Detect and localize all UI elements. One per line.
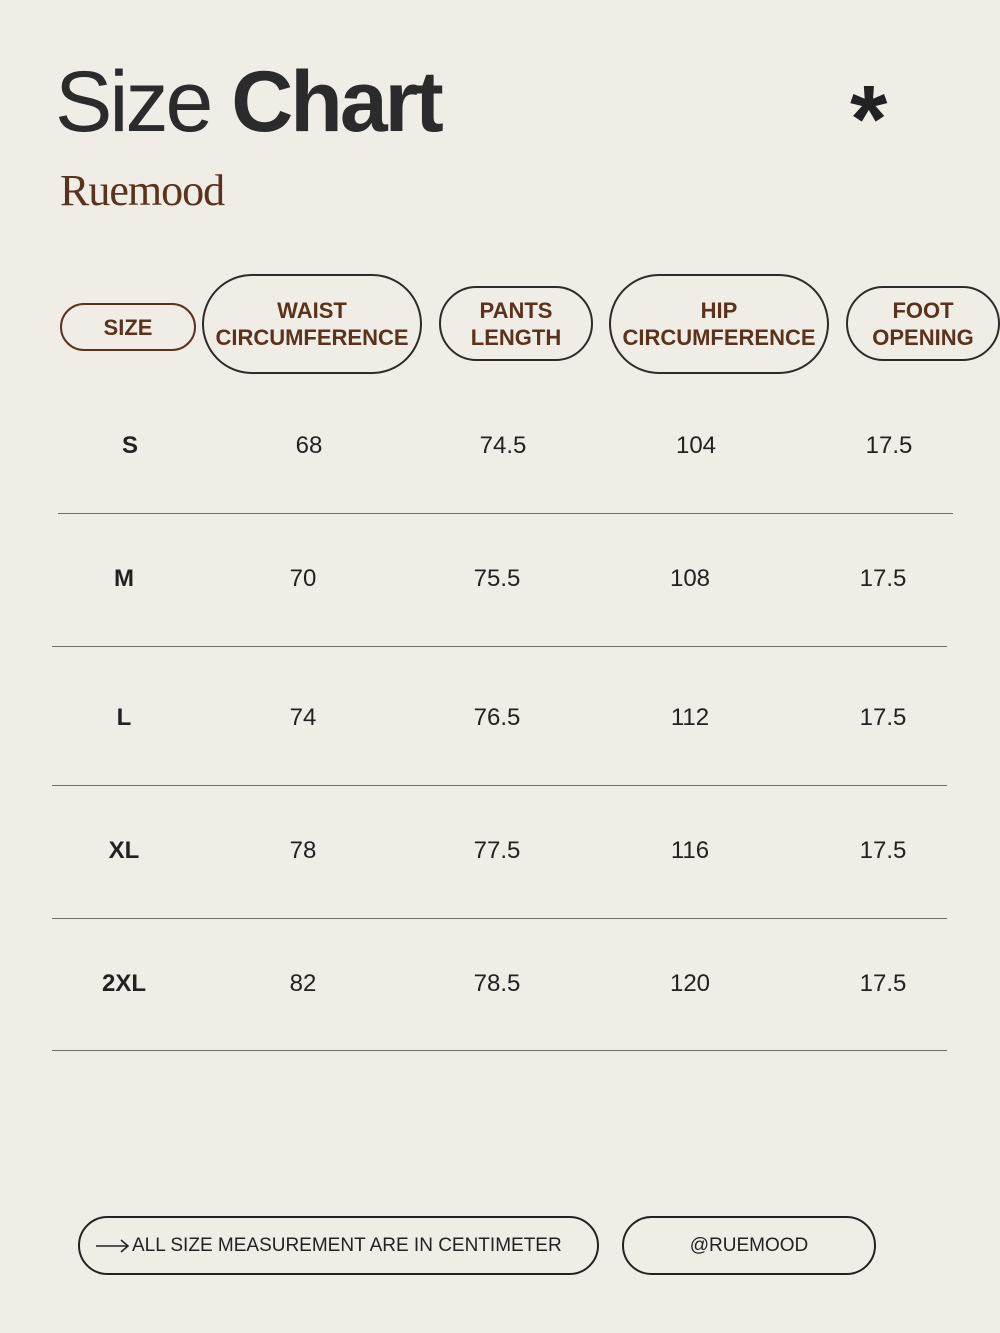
table-cell: 17.5 (859, 970, 907, 997)
table-cell: 17.5 (865, 432, 913, 459)
table-cell: 75.5 (473, 565, 521, 592)
row-divider (58, 513, 953, 514)
table-cell: 17.5 (859, 837, 907, 864)
table-cell: 108 (669, 565, 711, 592)
size-label: 2XL (101, 970, 147, 997)
column-header-label: FOOT OPENING (872, 297, 974, 350)
table-cell: 68 (295, 432, 323, 459)
column-header-waist: WAIST CIRCUMFERENCE (202, 274, 422, 374)
table-cell: 120 (669, 970, 711, 997)
size-label: XL (108, 837, 140, 864)
column-header-foot-opening: FOOT OPENING (846, 286, 1000, 361)
row-divider (52, 646, 947, 647)
table-cell: 112 (670, 704, 710, 731)
size-label: M (114, 565, 134, 592)
table-cell: 82 (289, 970, 317, 997)
table-cell: 74 (289, 704, 317, 731)
column-header-size: SIZE (60, 303, 196, 351)
page-title: Size Chart (55, 54, 444, 150)
table-cell: 17.5 (859, 704, 907, 731)
measurement-note-text: ALL SIZE MEASUREMENT ARE IN CENTIMETER (132, 1234, 562, 1256)
table-cell: 77.5 (473, 837, 521, 864)
column-header-hip: HIP CIRCUMFERENCE (609, 274, 829, 374)
table-cell: 76.5 (473, 704, 521, 731)
column-header-label: HIP CIRCUMFERENCE (622, 298, 816, 350)
table-cell: 104 (675, 432, 717, 459)
brand-name: Ruemood (60, 166, 225, 215)
size-label: L (116, 704, 132, 731)
column-header-label: PANTS LENGTH (470, 297, 562, 350)
measurement-note: ALL SIZE MEASUREMENT ARE IN CENTIMETER (78, 1216, 599, 1275)
table-cell: 70 (289, 565, 317, 592)
row-divider (52, 918, 947, 919)
row-divider (52, 1050, 947, 1051)
column-header-label: WAIST CIRCUMFERENCE (215, 298, 409, 350)
table-cell: 17.5 (859, 565, 907, 592)
table-cell: 116 (670, 837, 710, 864)
column-header-pants-length: PANTS LENGTH (439, 286, 593, 361)
row-divider (52, 785, 947, 786)
table-cell: 78.5 (473, 970, 521, 997)
table-cell: 74.5 (479, 432, 527, 459)
asterisk-icon: * (850, 66, 888, 173)
social-handle: @RUEMOOD (622, 1216, 876, 1275)
size-label: S (121, 432, 139, 459)
table-cell: 78 (289, 837, 317, 864)
arrow-right-icon (96, 1238, 130, 1253)
